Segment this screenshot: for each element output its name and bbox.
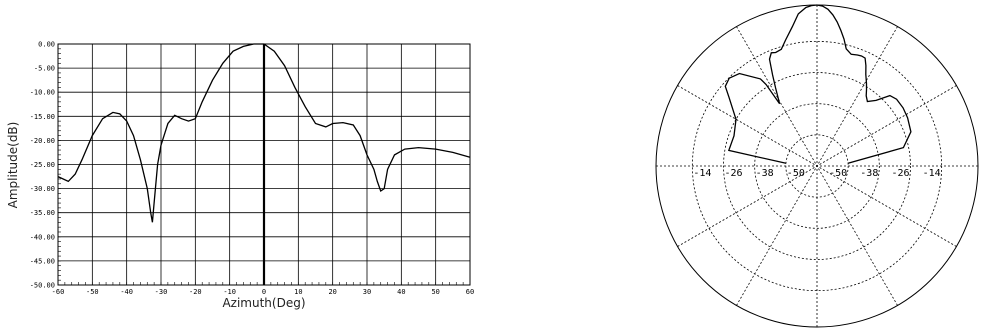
x-tick-label: -30 xyxy=(155,288,168,296)
amplitude-series-line xyxy=(57,43,471,223)
polar-grid xyxy=(656,5,978,327)
y-axis-title: Amplitude(dB) xyxy=(6,122,20,209)
polar-ring xyxy=(723,72,911,260)
x-axis-title: Azimuth(Deg) xyxy=(222,296,305,310)
polar-tick-label: -26 xyxy=(724,168,742,179)
polar-tick-label: -14 xyxy=(923,168,941,179)
polar-ring xyxy=(754,103,880,229)
y-tick-label: -25.00 xyxy=(30,161,55,169)
x-tick-label: 20 xyxy=(328,288,336,296)
polar-tick-label: -26 xyxy=(891,168,909,179)
polar-spoke xyxy=(736,26,898,306)
x-tick-label: 40 xyxy=(397,288,405,296)
polar-tick-label: -38 xyxy=(860,168,878,179)
polar-pattern-line xyxy=(724,4,912,164)
x-tick-label: 30 xyxy=(363,288,371,296)
y-tick-label: -5.00 xyxy=(34,65,55,73)
x-tick-label: -60 xyxy=(52,288,65,296)
cartesian-chart: 0.00 -5.00 -10.00 -15.00 -20.00 -25.00 -30.00 -… xyxy=(6,41,474,311)
y-tick-label: -10.00 xyxy=(30,89,55,97)
x-tick-label: -40 xyxy=(120,288,133,296)
polar-chart: -14 -26 -38 -50 -50 -38 -26 -14 xyxy=(655,4,979,328)
y-tick-label: -20.00 xyxy=(30,137,55,145)
polar-tick-label: -50 xyxy=(829,168,847,179)
y-tick-label: -50.00 xyxy=(30,282,55,290)
x-tick-label: 60 xyxy=(466,288,474,296)
y-tick-label: -45.00 xyxy=(30,257,55,265)
polar-tick-label: -14 xyxy=(693,168,711,179)
polar-tick-label: -38 xyxy=(756,168,774,179)
x-tick-label: -10 xyxy=(223,288,236,296)
y-tick-label: -15.00 xyxy=(30,113,55,121)
y-tick-labels: 0.00 -5.00 -10.00 -15.00 -20.00 -25.00 -30.00 -… xyxy=(30,41,55,290)
x-tick-label: 50 xyxy=(431,288,439,296)
y-tick-label: -30.00 xyxy=(30,185,55,193)
x-tick-label: -20 xyxy=(189,288,202,296)
x-tick-label: -50 xyxy=(86,288,99,296)
x-tick-labels: -60 -50 -40 -30 -20 -10 0 10 20 30 40 50 60 xyxy=(52,288,475,296)
y-tick-label: -40.00 xyxy=(30,233,55,241)
polar-radial-tick-labels: -14 -26 -38 -50 -50 -38 -26 -14 xyxy=(693,168,940,179)
x-tick-label: 0 xyxy=(262,288,266,296)
x-tick-label: 10 xyxy=(294,288,302,296)
y-tick-label: -35.00 xyxy=(30,209,55,217)
y-tick-label: 0.00 xyxy=(38,41,55,49)
polar-tick-label: -50 xyxy=(787,168,805,179)
